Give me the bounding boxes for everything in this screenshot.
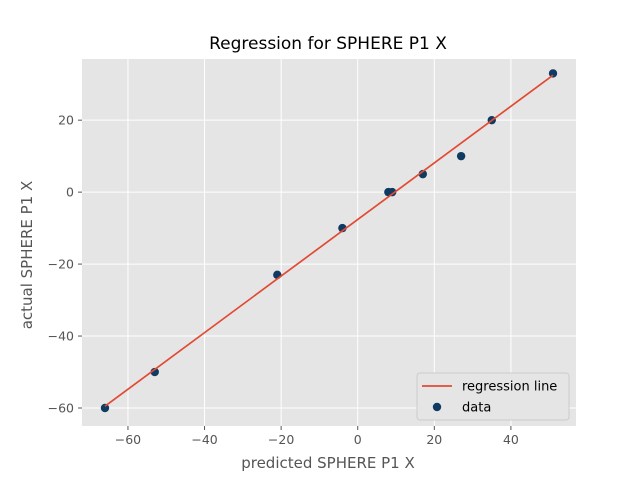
legend: regression line data xyxy=(416,372,570,421)
y-tick-label: 20 xyxy=(58,113,74,128)
x-tick-label: 20 xyxy=(426,432,442,447)
x-tick-label: −20 xyxy=(268,432,294,447)
x-tick-label: 40 xyxy=(503,432,519,447)
data-point xyxy=(387,187,397,197)
regression-line xyxy=(104,74,554,407)
y-tick-label: −40 xyxy=(48,329,74,344)
y-tick-label: −60 xyxy=(48,401,74,416)
legend-point-marker xyxy=(432,402,442,412)
x-tick-label: 0 xyxy=(354,432,362,447)
legend-box xyxy=(416,372,570,421)
y-tick-label: 0 xyxy=(66,185,74,200)
legend-label-data: data xyxy=(462,401,491,416)
chart-title: Regression for SPHERE P1 X xyxy=(209,34,447,54)
x-axis-ticks: −60 −40 −20 0 20 40 xyxy=(115,426,519,447)
y-tick-label: −20 xyxy=(48,257,74,272)
data-point xyxy=(273,270,282,280)
y-axis-ticks: −60 −40 −20 0 20 xyxy=(48,113,82,416)
data-point xyxy=(456,151,466,161)
data-point xyxy=(100,403,110,413)
x-tick-label: −60 xyxy=(115,432,141,447)
data-point xyxy=(548,69,558,78)
legend-label-regression-line: regression line xyxy=(462,380,557,395)
series-layer xyxy=(100,69,558,413)
x-axis-label: predicted SPHERE P1 X xyxy=(241,454,415,472)
x-tick-label: −40 xyxy=(191,432,217,447)
y-axis-label: actual SPHERE P1 X xyxy=(18,181,36,330)
